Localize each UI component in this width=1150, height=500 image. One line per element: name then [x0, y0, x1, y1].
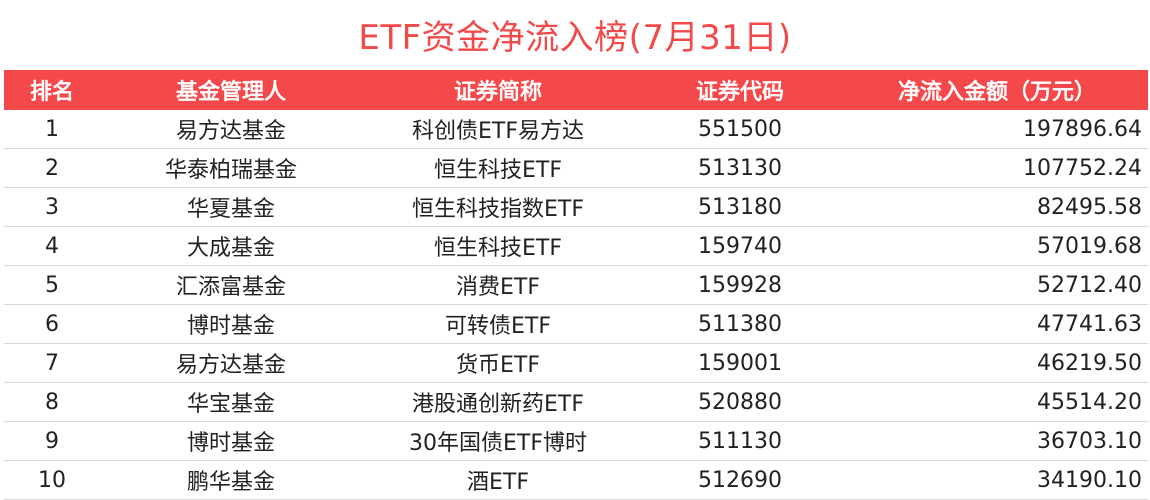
- cell-security-code: 511380: [634, 304, 846, 344]
- table-row: 10 鹏华基金 酒ETF 512690 34190.10: [4, 460, 1148, 500]
- cell-security-code: 511130: [634, 421, 846, 461]
- table-row: 7 易方达基金 货币ETF 159001 46219.50: [4, 343, 1148, 383]
- cell-net-inflow: 82495.58: [846, 187, 1148, 227]
- cell-security-name: 科创债ETF易方达: [362, 110, 634, 149]
- header-row: 排名 基金管理人 证券简称 证券代码 净流入金额（万元）: [4, 70, 1148, 110]
- cell-security-code: 513130: [634, 148, 846, 188]
- header-security-name: 证券简称: [362, 70, 634, 110]
- cell-rank: 7: [4, 343, 100, 383]
- cell-security-name: 酒ETF: [362, 460, 634, 500]
- cell-security-code: 520880: [634, 382, 846, 422]
- cell-security-code: 159740: [634, 226, 846, 266]
- cell-security-code: 513180: [634, 187, 846, 227]
- cell-fund-manager: 易方达基金: [100, 343, 362, 383]
- cell-security-code: 159001: [634, 343, 846, 383]
- cell-security-name: 30年国债ETF博时: [362, 421, 634, 461]
- cell-security-name: 港股通创新药ETF: [362, 382, 634, 422]
- header-rank: 排名: [4, 70, 100, 110]
- cell-net-inflow: 47741.63: [846, 304, 1148, 344]
- cell-security-name: 恒生科技ETF: [362, 148, 634, 188]
- cell-net-inflow: 52712.40: [846, 265, 1148, 305]
- cell-rank: 4: [4, 226, 100, 266]
- table-row: 6 博时基金 可转债ETF 511380 47741.63: [4, 304, 1148, 344]
- cell-rank: 6: [4, 304, 100, 344]
- cell-fund-manager: 华夏基金: [100, 187, 362, 227]
- table-row: 2 华泰柏瑞基金 恒生科技ETF 513130 107752.24: [4, 148, 1148, 188]
- table-row: 3 华夏基金 恒生科技指数ETF 513180 82495.58: [4, 187, 1148, 227]
- cell-security-code: 159928: [634, 265, 846, 305]
- page-title: ETF资金净流入榜(7月31日): [358, 18, 792, 58]
- cell-security-name: 恒生科技ETF: [362, 226, 634, 266]
- table-row: 1 易方达基金 科创债ETF易方达 551500 197896.64: [4, 110, 1148, 149]
- cell-fund-manager: 汇添富基金: [100, 265, 362, 305]
- cell-rank: 2: [4, 148, 100, 188]
- table-row: 5 汇添富基金 消费ETF 159928 52712.40: [4, 265, 1148, 305]
- cell-fund-manager: 华宝基金: [100, 382, 362, 422]
- cell-security-name: 可转债ETF: [362, 304, 634, 344]
- cell-net-inflow: 45514.20: [846, 382, 1148, 422]
- cell-security-name: 货币ETF: [362, 343, 634, 383]
- cell-net-inflow: 197896.64: [846, 110, 1148, 149]
- cell-net-inflow: 57019.68: [846, 226, 1148, 266]
- cell-fund-manager: 博时基金: [100, 304, 362, 344]
- cell-net-inflow: 46219.50: [846, 343, 1148, 383]
- cell-net-inflow: 107752.24: [846, 148, 1148, 188]
- table-header: 排名 基金管理人 证券简称 证券代码 净流入金额（万元）: [4, 70, 1148, 110]
- table-body: 1 易方达基金 科创债ETF易方达 551500 197896.64 2 华泰柏…: [4, 110, 1148, 500]
- cell-net-inflow: 36703.10: [846, 421, 1148, 461]
- header-security-code: 证券代码: [634, 70, 846, 110]
- cell-rank: 8: [4, 382, 100, 422]
- cell-fund-manager: 大成基金: [100, 226, 362, 266]
- table-row: 8 华宝基金 港股通创新药ETF 520880 45514.20: [4, 382, 1148, 422]
- cell-fund-manager: 华泰柏瑞基金: [100, 148, 362, 188]
- cell-security-name: 恒生科技指数ETF: [362, 187, 634, 227]
- cell-net-inflow: 34190.10: [846, 460, 1148, 500]
- table-row: 4 大成基金 恒生科技ETF 159740 57019.68: [4, 226, 1148, 266]
- cell-security-code: 512690: [634, 460, 846, 500]
- cell-rank: 10: [4, 460, 100, 500]
- cell-fund-manager: 博时基金: [100, 421, 362, 461]
- cell-rank: 3: [4, 187, 100, 227]
- header-fund-manager: 基金管理人: [100, 70, 362, 110]
- cell-rank: 9: [4, 421, 100, 461]
- header-net-inflow: 净流入金额（万元）: [846, 70, 1148, 110]
- etf-inflow-table: 排名 基金管理人 证券简称 证券代码 净流入金额（万元） 1 易方达基金 科创债…: [4, 70, 1148, 500]
- cell-security-code: 551500: [634, 110, 846, 149]
- cell-fund-manager: 鹏华基金: [100, 460, 362, 500]
- cell-fund-manager: 易方达基金: [100, 110, 362, 149]
- cell-rank: 5: [4, 265, 100, 305]
- table-row: 9 博时基金 30年国债ETF博时 511130 36703.10: [4, 421, 1148, 461]
- cell-rank: 1: [4, 110, 100, 149]
- cell-security-name: 消费ETF: [362, 265, 634, 305]
